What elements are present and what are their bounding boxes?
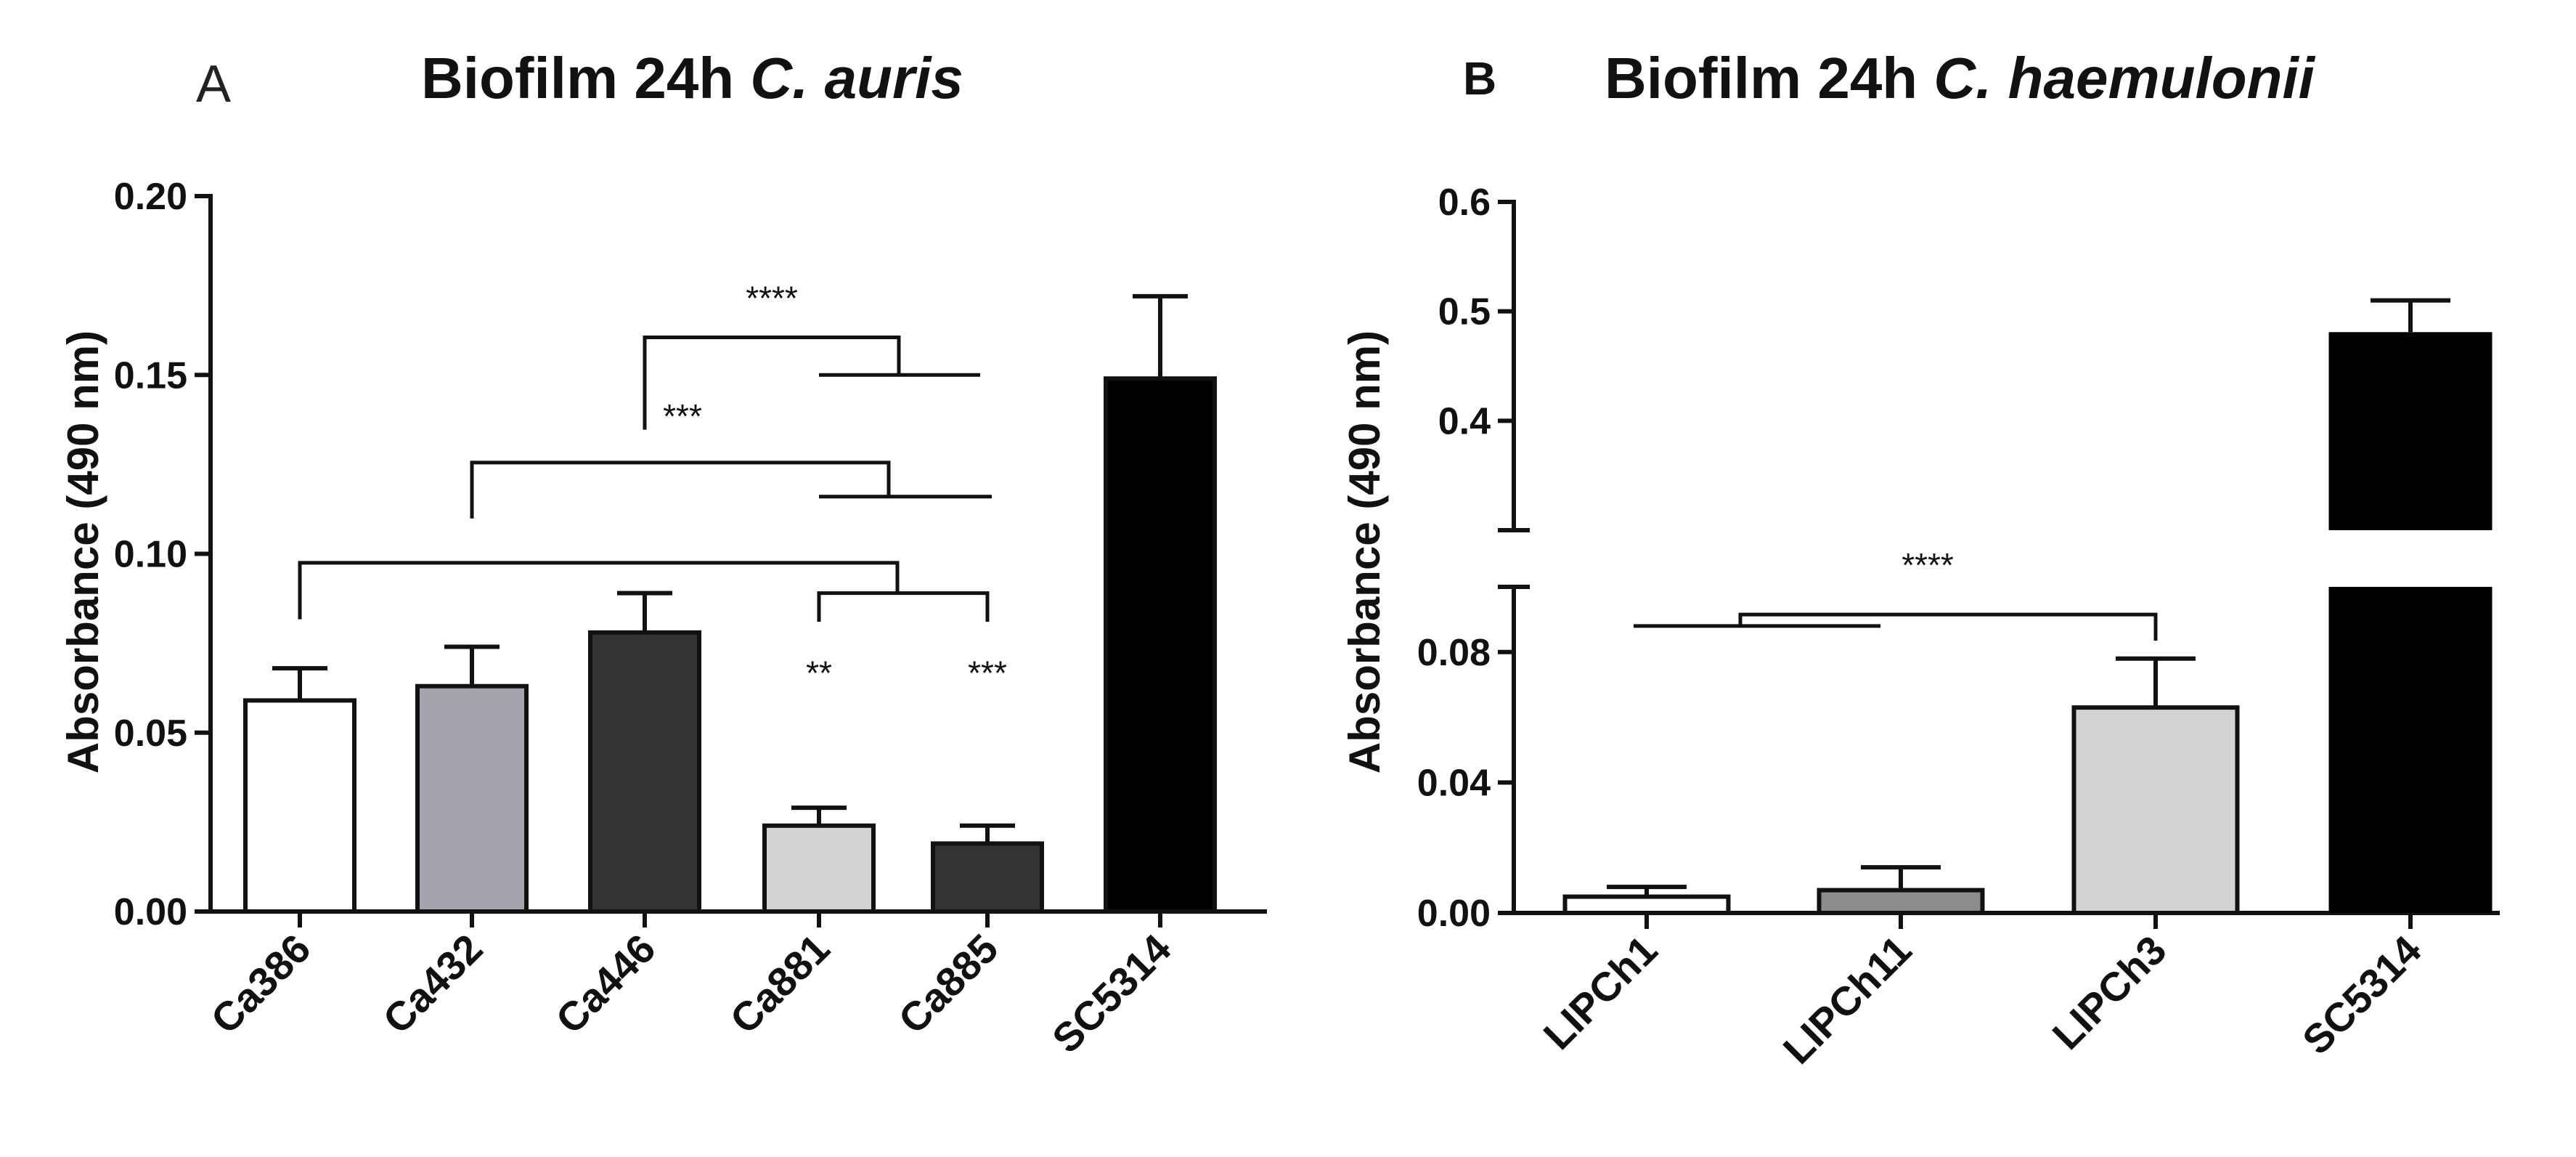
panel-b-bar-lipch11 xyxy=(1817,888,1985,915)
panel-a-y-tick-label: 0.15 xyxy=(114,354,187,397)
panel-a-y-tick-label: 0.20 xyxy=(114,176,187,218)
panel-b-x-tick-label: LIPCh3 xyxy=(2044,927,2175,1058)
panel-a-x-tick-label: Ca885 xyxy=(889,925,1006,1042)
panel-b-sig-bracket xyxy=(1738,612,2158,641)
panel-a-bar-sc5314 xyxy=(1104,376,1217,914)
panel-a-x-tick-label: Ca446 xyxy=(547,925,664,1042)
panel-b-x-tick-label: LIPCh11 xyxy=(1774,927,1920,1073)
panel-a-x-tick-label: SC5314 xyxy=(1043,925,1180,1062)
panel-a-bar-ca432 xyxy=(415,683,529,914)
panel-a-x-tick-label: Ca881 xyxy=(721,925,838,1042)
panel-a-y-tick-label: 0.05 xyxy=(114,713,187,755)
panel-b-bar-sc5314-upper xyxy=(2328,332,2493,530)
panel-b-plot: 0.00 0.04 0.08 0.4 0.5 0.6 LIPCh1 LIPCh11 LIPCh3… xyxy=(1417,182,2500,1073)
panel-a-x-tick-label: Ca432 xyxy=(374,925,491,1042)
panel-a-sig-label-2: *** xyxy=(663,397,702,435)
panel-b-y-tick-label: 0.6 xyxy=(1438,182,1491,224)
panel-a-sig-label-ca885: *** xyxy=(968,654,1007,691)
panel-a-plot: 0.00 0.05 0.10 0.15 0.20 Ca386 Ca432 Ca446 Ca881… xyxy=(114,176,1267,1062)
panel-b-bar-lipch1 xyxy=(1562,894,1731,916)
panel-a-bar-ca885 xyxy=(931,841,1044,914)
panel-a-sig-label-1: **** xyxy=(746,280,798,317)
panel-b-y-tick-label: 0.4 xyxy=(1438,400,1491,442)
panel-a-bar-ca446 xyxy=(588,630,701,914)
panel-a-bar-ca881 xyxy=(762,823,876,914)
panel-a-y-axis-label: Absorbance (490 nm) xyxy=(59,330,107,774)
panel-a-bar-ca386 xyxy=(243,698,356,914)
panel-a-x-tick-label: Ca386 xyxy=(202,925,319,1042)
panel-b-y-tick-label: 0.5 xyxy=(1438,291,1491,333)
panel-b-letter: B xyxy=(1463,52,1496,105)
panel-a-title: Biofilm 24h C. auris xyxy=(421,46,963,110)
panel-b-bar-sc5314-lower xyxy=(2328,587,2493,913)
panel-a-sig-bracket-3 xyxy=(298,561,900,620)
panel-a-letter: A xyxy=(196,55,231,113)
panel-a-sig-bracket-1 xyxy=(643,336,901,430)
panel-a-sig-label-ca881: ** xyxy=(806,654,832,691)
panel-b-y-axis-label: Absorbance (490 nm) xyxy=(1340,330,1389,774)
panel-a-y-tick-label: 0.10 xyxy=(114,534,187,576)
panel-b-title: Biofilm 24h C. haemulonii xyxy=(1605,46,2316,110)
panel-b-sig-label: **** xyxy=(1902,546,1954,584)
panel-a-y-tick-label: 0.00 xyxy=(114,891,187,933)
panel-b-x-tick-label: LIPCh1 xyxy=(1535,927,1666,1058)
panel-b-y-tick-label: 0.00 xyxy=(1417,893,1491,935)
panel-b-x-tick-label: SC5314 xyxy=(2294,927,2430,1063)
panel-b-y-tick-label: 0.08 xyxy=(1417,632,1491,674)
panel-a-sig-bracket-3-sub xyxy=(817,591,990,622)
panel-a-sig-bracket-2 xyxy=(470,460,891,519)
panel-b-bar-lipch3 xyxy=(2071,705,2240,915)
panel-b-y-tick-label: 0.04 xyxy=(1417,762,1491,804)
